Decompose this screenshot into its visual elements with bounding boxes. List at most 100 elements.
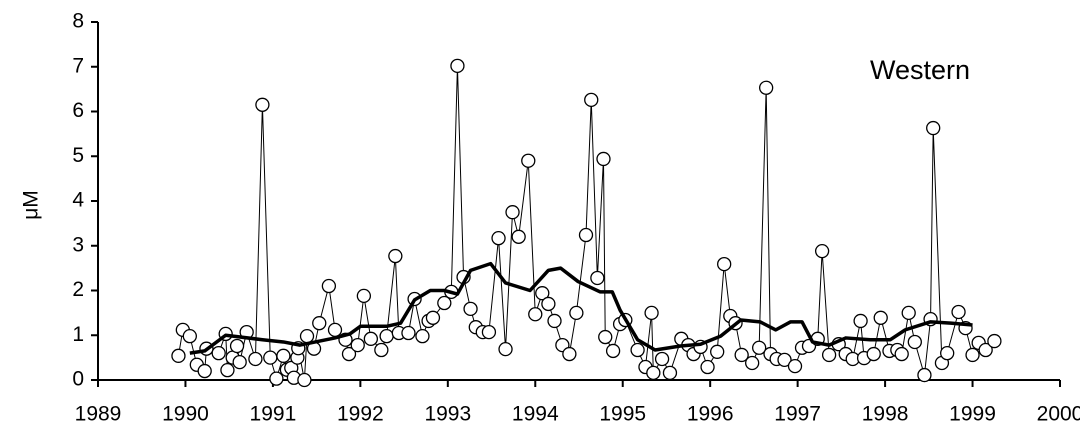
data-point xyxy=(297,372,312,388)
y-tick-label: 2 xyxy=(72,278,84,301)
data-point xyxy=(752,340,767,355)
x-tick-label: 1999 xyxy=(949,403,996,426)
data-point xyxy=(535,286,550,301)
data-point xyxy=(321,278,337,294)
x-tick-label: 1993 xyxy=(424,403,471,426)
data-point xyxy=(312,316,327,331)
data-point xyxy=(917,367,932,383)
y-tick-label: 4 xyxy=(72,189,84,212)
data-point xyxy=(987,333,1002,349)
data-point xyxy=(269,371,284,386)
data-point xyxy=(437,295,452,311)
y-tick-label: 0 xyxy=(72,368,84,391)
data-point xyxy=(598,329,613,345)
y-tick-label: 3 xyxy=(72,233,84,256)
data-point xyxy=(853,313,868,329)
data-point xyxy=(866,346,881,362)
data-point xyxy=(255,97,270,112)
x-tick-label: 1998 xyxy=(862,403,909,426)
y-tick-label: 1 xyxy=(72,323,84,346)
data-point xyxy=(584,92,599,108)
data-point xyxy=(463,301,478,316)
data-point xyxy=(605,343,621,359)
data-point xyxy=(498,341,513,357)
data-point xyxy=(388,248,403,264)
data-point xyxy=(978,342,993,358)
data-point xyxy=(197,363,212,379)
data-point xyxy=(759,80,774,95)
data-point xyxy=(951,304,966,320)
data-point xyxy=(777,352,792,368)
x-tick-label: 1997 xyxy=(774,403,821,426)
annotation: Western xyxy=(870,55,970,85)
data-point xyxy=(511,229,526,244)
x-tick-label: 1995 xyxy=(599,403,646,426)
data-point xyxy=(907,334,922,350)
data-point xyxy=(211,345,226,361)
data-point xyxy=(182,328,197,344)
data-point xyxy=(232,354,247,370)
x-tick-label: 1992 xyxy=(337,403,384,426)
data-point xyxy=(379,328,394,344)
data-point xyxy=(745,355,760,371)
data-point xyxy=(229,338,245,354)
data-point xyxy=(590,270,605,286)
data-point xyxy=(630,342,645,358)
y-tick-label: 6 xyxy=(72,99,84,122)
x-tick-label: 2000 xyxy=(1037,403,1080,426)
data-point xyxy=(299,328,315,344)
data-point xyxy=(521,153,536,168)
data-point xyxy=(926,120,941,136)
data-point xyxy=(450,58,465,74)
x-tick-label: 1991 xyxy=(250,403,297,426)
data-point xyxy=(276,348,291,363)
data-point xyxy=(363,331,379,346)
x-tick-label: 1996 xyxy=(687,403,734,426)
data-point xyxy=(374,342,389,358)
data-point xyxy=(491,230,506,246)
data-point xyxy=(569,305,584,321)
data-point xyxy=(541,296,556,312)
y-tick-label: 5 xyxy=(72,144,84,167)
data-point xyxy=(821,347,837,363)
y-tick-label: 8 xyxy=(72,10,84,33)
data-point xyxy=(481,324,497,340)
data-point xyxy=(327,322,343,338)
data-point xyxy=(734,347,749,363)
data-point xyxy=(248,351,263,367)
data-point xyxy=(578,227,594,243)
y-axis-label: μM xyxy=(20,190,43,220)
x-tick-label: 1990 xyxy=(162,403,209,426)
data-point xyxy=(662,365,678,380)
data-point xyxy=(787,358,803,374)
data-point xyxy=(350,337,365,353)
data-point xyxy=(356,288,372,304)
data-point xyxy=(700,359,715,375)
data-point xyxy=(710,344,725,359)
data-point xyxy=(814,243,830,259)
data-point xyxy=(646,365,661,380)
data-point xyxy=(425,310,441,325)
data-point xyxy=(654,351,670,367)
x-tick-label: 1989 xyxy=(75,403,122,426)
x-tick-label: 1994 xyxy=(512,403,559,426)
data-point xyxy=(965,347,980,363)
data-point xyxy=(528,307,543,322)
data-point xyxy=(940,345,955,361)
data-point xyxy=(901,305,916,321)
data-point xyxy=(171,348,186,363)
data-point xyxy=(220,363,235,378)
data-point xyxy=(263,350,278,365)
data-point xyxy=(401,325,416,341)
data-point xyxy=(873,310,888,325)
data-point xyxy=(596,151,611,167)
data-point xyxy=(415,328,430,344)
y-tick-label: 7 xyxy=(72,54,84,77)
data-point xyxy=(505,205,520,220)
data-point xyxy=(894,346,909,362)
data-point xyxy=(644,305,659,321)
data-point xyxy=(562,346,577,362)
series-line xyxy=(189,261,973,355)
